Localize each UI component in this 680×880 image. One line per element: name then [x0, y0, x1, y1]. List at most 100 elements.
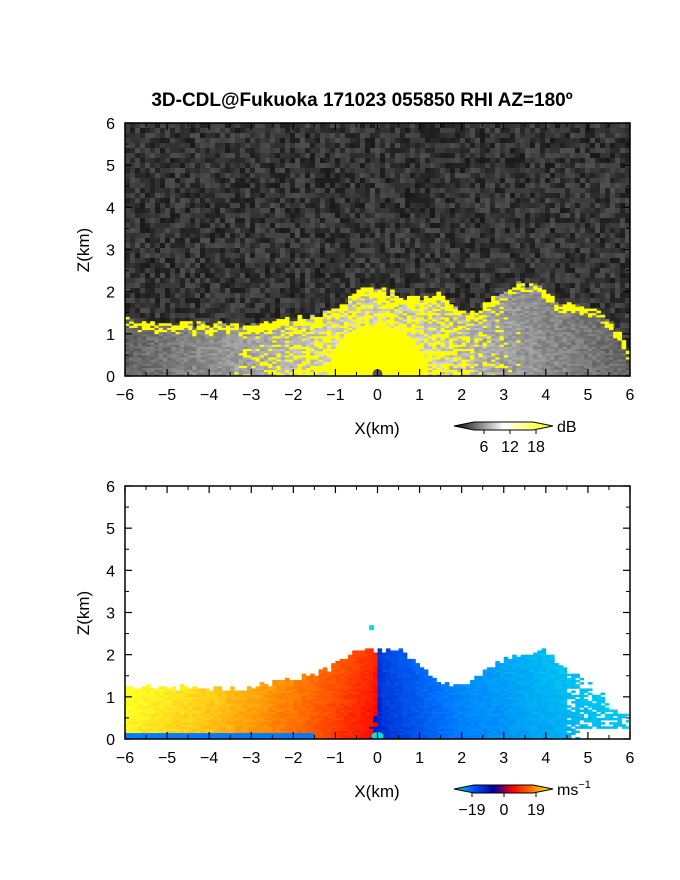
noise-cell — [375, 193, 380, 198]
noise-cell — [550, 153, 555, 158]
noise-cell — [250, 218, 255, 223]
noise-cell — [260, 278, 265, 283]
noise-cell — [400, 248, 405, 253]
noise-cell — [315, 303, 320, 308]
noise-cell — [620, 218, 625, 223]
noise-cell — [125, 158, 130, 163]
noise-cell — [245, 173, 250, 178]
noise-cell — [170, 153, 175, 158]
noise-cell — [135, 278, 140, 283]
noise-cell — [425, 173, 430, 178]
noise-cell — [600, 238, 605, 243]
noise-cell — [300, 128, 305, 133]
noise-cell — [615, 203, 620, 208]
noise-cell — [330, 228, 335, 233]
noise-cell — [145, 173, 150, 178]
noise-cell — [475, 298, 480, 303]
noise-cell — [455, 128, 460, 133]
noise-cell — [370, 138, 375, 143]
noise-cell — [370, 178, 375, 183]
noise-cell — [155, 143, 160, 148]
noise-cell — [525, 258, 530, 263]
noise-cell — [225, 158, 230, 163]
noise-cell — [255, 298, 260, 303]
noise-cell — [295, 228, 300, 233]
noise-cell — [215, 213, 220, 218]
noise-cell — [140, 288, 145, 293]
noise-cell — [210, 168, 215, 173]
noise-cell — [330, 288, 335, 293]
noise-cell — [525, 193, 530, 198]
noise-cell — [145, 283, 150, 288]
noise-cell — [535, 273, 540, 278]
noise-cell — [290, 268, 295, 273]
noise-cell — [230, 258, 235, 263]
noise-cell — [315, 278, 320, 283]
noise-cell — [620, 273, 625, 278]
noise-cell — [340, 173, 345, 178]
noise-cell — [420, 238, 425, 243]
noise-cell — [505, 158, 510, 163]
noise-cell — [395, 233, 400, 238]
noise-cell — [485, 253, 490, 258]
noise-cell — [410, 228, 415, 233]
noise-cell — [165, 178, 170, 183]
noise-cell — [200, 208, 205, 213]
noise-cell — [230, 303, 235, 308]
noise-cell — [340, 288, 345, 293]
noise-cell — [225, 168, 230, 173]
noise-cell — [260, 243, 265, 248]
noise-cell — [560, 228, 565, 233]
noise-cell — [185, 123, 190, 128]
noise-cell — [270, 133, 275, 138]
noise-cell — [210, 138, 215, 143]
noise-cell — [585, 218, 590, 223]
noise-cell — [220, 138, 225, 143]
noise-cell — [550, 263, 555, 268]
noise-cell — [190, 303, 195, 308]
noise-cell — [515, 218, 520, 223]
noise-cell — [130, 248, 135, 253]
noise-cell — [625, 138, 630, 143]
noise-cell — [135, 198, 140, 203]
noise-cell — [165, 193, 170, 198]
noise-cell — [225, 263, 230, 268]
noise-cell — [570, 148, 575, 153]
noise-cell — [570, 218, 575, 223]
noise-cell — [480, 243, 485, 248]
noise-cell — [330, 168, 335, 173]
noise-cell — [625, 173, 630, 178]
noise-cell — [245, 238, 250, 243]
noise-cell — [615, 298, 620, 303]
noise-cell — [620, 323, 625, 328]
noise-cell — [275, 183, 280, 188]
noise-cell — [540, 128, 545, 133]
noise-cell — [145, 253, 150, 258]
noise-cell — [555, 198, 560, 203]
noise-cell — [280, 193, 285, 198]
noise-cell — [615, 318, 620, 323]
noise-cell — [290, 263, 295, 268]
noise-cell — [515, 133, 520, 138]
noise-cell — [455, 253, 460, 258]
noise-cell — [310, 288, 315, 293]
noise-cell — [540, 138, 545, 143]
noise-cell — [590, 273, 595, 278]
noise-cell — [355, 183, 360, 188]
noise-cell — [150, 298, 155, 303]
noise-cell — [275, 218, 280, 223]
noise-cell — [200, 213, 205, 218]
noise-cell — [165, 238, 170, 243]
noise-cell — [435, 288, 440, 293]
noise-cell — [260, 273, 265, 278]
noise-cell — [270, 163, 275, 168]
noise-cell — [535, 258, 540, 263]
noise-cell — [555, 158, 560, 163]
noise-cell — [235, 313, 240, 318]
noise-cell — [570, 143, 575, 148]
noise-cell — [335, 198, 340, 203]
noise-cell — [570, 283, 575, 288]
noise-cell — [365, 153, 370, 158]
noise-cell — [285, 188, 290, 193]
noise-cell — [350, 223, 355, 228]
